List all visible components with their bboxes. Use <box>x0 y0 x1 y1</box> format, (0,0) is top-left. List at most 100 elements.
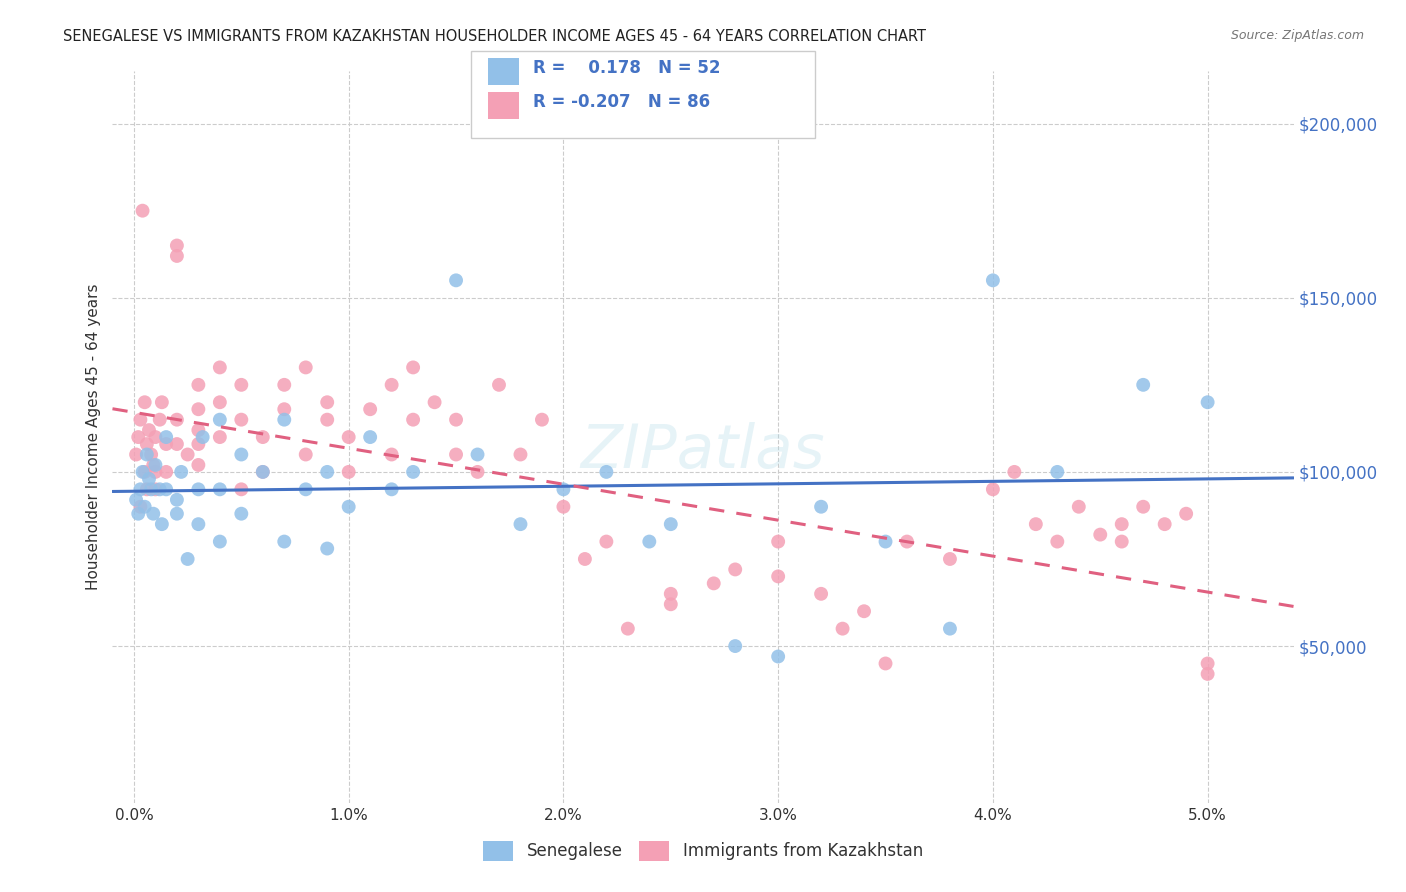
Text: R =    0.178   N = 52: R = 0.178 N = 52 <box>533 59 720 77</box>
Point <box>1197 657 1219 671</box>
Point <box>155 430 177 444</box>
Point <box>1046 534 1069 549</box>
Point <box>981 273 1004 287</box>
Point <box>402 465 425 479</box>
Point <box>1046 465 1069 479</box>
Point <box>231 507 253 521</box>
Point <box>166 412 188 426</box>
Point <box>1132 377 1154 392</box>
Point <box>553 483 575 497</box>
Point <box>187 437 209 451</box>
Point <box>896 534 918 549</box>
Point <box>231 377 253 392</box>
Point <box>134 500 156 514</box>
Point <box>139 483 162 497</box>
Point <box>853 604 876 618</box>
Text: R = -0.207   N = 86: R = -0.207 N = 86 <box>533 93 710 111</box>
Point <box>810 587 832 601</box>
Point <box>381 377 404 392</box>
Point <box>145 465 167 479</box>
Point <box>273 412 295 426</box>
Point <box>166 437 188 451</box>
Point <box>766 569 789 583</box>
Point <box>127 507 149 521</box>
Point <box>467 465 489 479</box>
Point <box>939 552 962 566</box>
Point <box>337 430 360 444</box>
Point <box>131 465 153 479</box>
Point <box>1067 500 1090 514</box>
Point <box>1111 517 1133 532</box>
Point <box>875 534 897 549</box>
Point <box>135 483 157 497</box>
Point <box>231 483 253 497</box>
Point <box>724 639 747 653</box>
Text: Source: ZipAtlas.com: Source: ZipAtlas.com <box>1230 29 1364 42</box>
Point <box>595 534 617 549</box>
Point <box>724 562 747 576</box>
Point <box>273 402 295 417</box>
Point <box>402 412 425 426</box>
Point <box>252 430 274 444</box>
Point <box>145 458 167 472</box>
Point <box>1111 534 1133 549</box>
Point <box>423 395 446 409</box>
Point <box>187 423 209 437</box>
Point <box>150 517 173 532</box>
Point <box>176 448 198 462</box>
Point <box>191 430 214 444</box>
Point <box>509 448 531 462</box>
Point <box>337 500 360 514</box>
Point <box>831 622 853 636</box>
Point <box>125 448 148 462</box>
Point <box>166 249 188 263</box>
Point <box>316 395 339 409</box>
Point <box>294 483 316 497</box>
Point <box>703 576 725 591</box>
Point <box>294 360 316 375</box>
Point <box>187 377 209 392</box>
Point <box>659 597 682 611</box>
Point <box>145 483 167 497</box>
Point <box>155 465 177 479</box>
Point <box>135 437 157 451</box>
Point <box>359 430 381 444</box>
Point <box>488 377 510 392</box>
Point <box>187 402 209 417</box>
Point <box>595 465 617 479</box>
Point <box>638 534 661 549</box>
Point <box>939 622 962 636</box>
Point <box>208 412 231 426</box>
Point <box>659 517 682 532</box>
Point <box>316 412 339 426</box>
Point <box>138 423 160 437</box>
Point <box>1090 527 1112 541</box>
Point <box>359 402 381 417</box>
Point <box>149 483 172 497</box>
Point <box>381 448 404 462</box>
Point <box>138 472 160 486</box>
Point <box>766 649 789 664</box>
Point <box>125 492 148 507</box>
Point <box>294 448 316 462</box>
Point <box>553 500 575 514</box>
Point <box>134 465 156 479</box>
Point <box>337 465 360 479</box>
Point <box>142 507 165 521</box>
Point <box>155 483 177 497</box>
Point <box>134 395 156 409</box>
Point <box>1197 395 1219 409</box>
Point <box>875 657 897 671</box>
Text: ZIPatlas: ZIPatlas <box>581 422 825 481</box>
Point <box>252 465 274 479</box>
Point <box>231 412 253 426</box>
Point <box>131 203 153 218</box>
Point <box>273 377 295 392</box>
Point <box>467 448 489 462</box>
Point <box>170 465 193 479</box>
Point <box>1197 667 1219 681</box>
Point <box>1002 465 1025 479</box>
Point <box>1153 517 1175 532</box>
Point <box>810 500 832 514</box>
Point <box>155 437 177 451</box>
